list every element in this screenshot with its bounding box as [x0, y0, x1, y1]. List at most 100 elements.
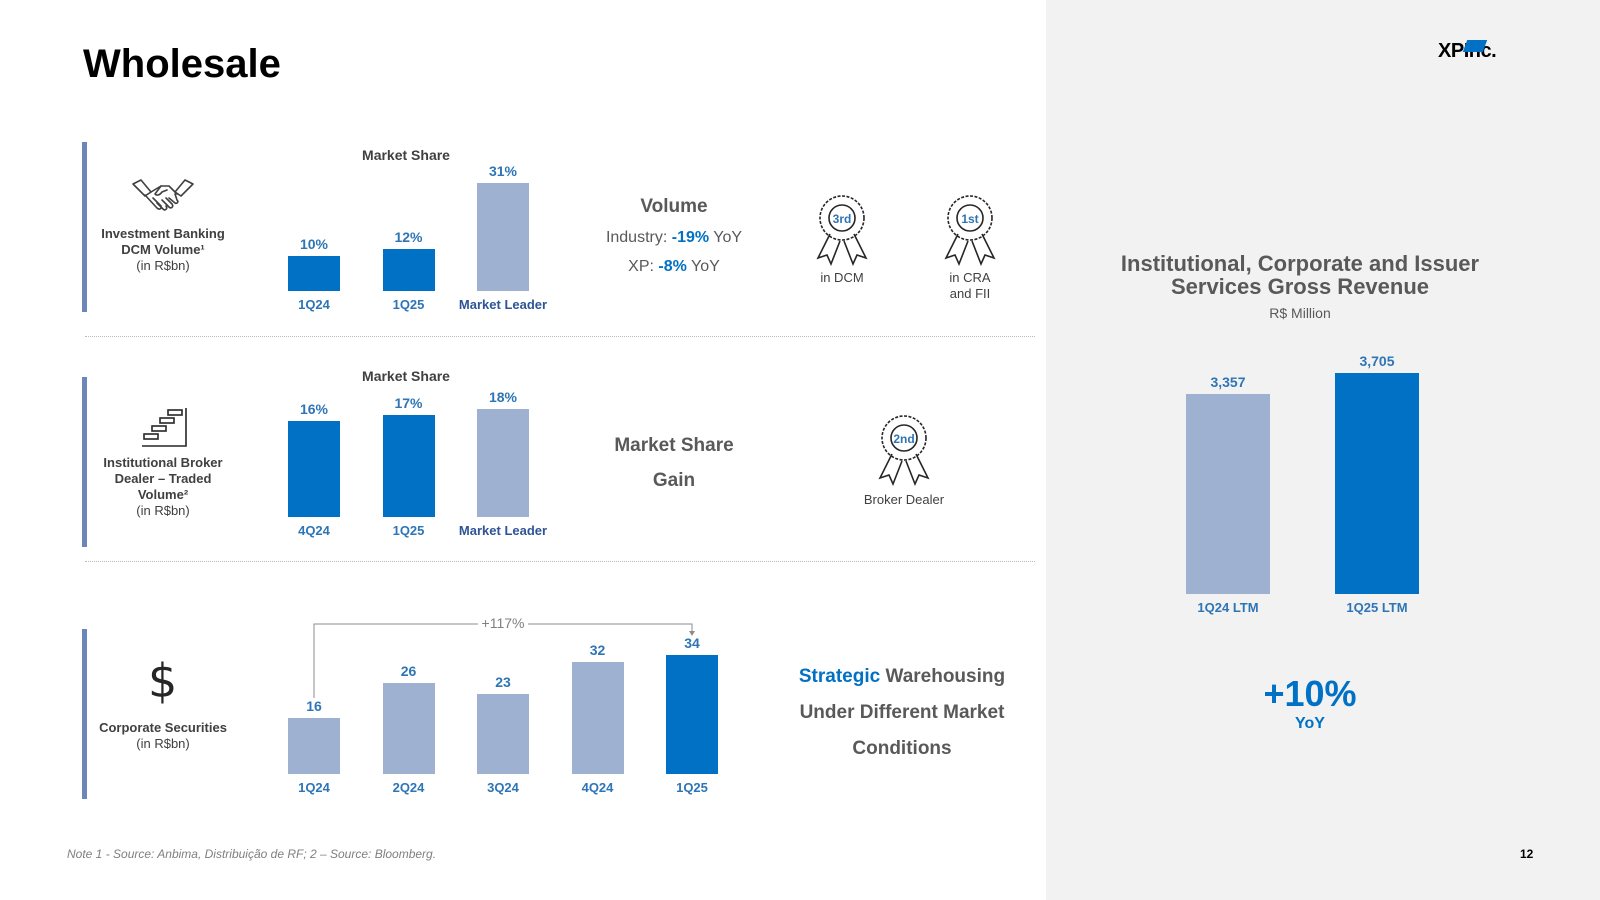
broker-label-line1: Institutional Broker	[103, 455, 223, 470]
ib-xp-line: XP: -8% YoY	[574, 258, 774, 276]
ib-xp-suffix: YoY	[691, 258, 720, 275]
growth-label: +117%	[481, 615, 525, 631]
section-accent-ib	[82, 142, 87, 312]
broker-award-label: Broker Dealer	[863, 492, 945, 507]
chart-bar	[1186, 393, 1270, 594]
chart-bar	[382, 249, 435, 291]
category-label: 3Q24	[487, 780, 519, 795]
page-title: Wholesale	[83, 42, 281, 86]
right-panel	[1046, 0, 1600, 900]
bar-value-label: 23	[495, 673, 511, 690]
growth-bracket	[313, 623, 695, 698]
chart-bar	[477, 409, 529, 517]
ib-award2-label-line2: and FII	[949, 286, 991, 301]
category-label: Market Leader	[458, 297, 548, 312]
category-label: 4Q24	[298, 523, 330, 538]
logo-bar-icon	[1462, 40, 1487, 52]
broker-row-label: Institutional Broker Dealer – Traded Vol…	[83, 455, 243, 519]
ib-industry-label: Industry:	[605, 229, 668, 246]
ib-xp-label: XP:	[628, 258, 654, 275]
broker-label-line3: Volume²	[137, 487, 189, 502]
bar-value-label: 26	[400, 663, 417, 679]
handshake-icon	[132, 179, 194, 211]
securities-mid-highlight: Strategic	[798, 666, 881, 687]
xp-logo: XPInc.	[1438, 40, 1497, 63]
award-ribbon-icon: 1st	[944, 195, 996, 266]
ib-award1-label: in DCM	[820, 270, 864, 285]
category-label: 1Q25	[392, 523, 425, 538]
chart-bar	[382, 683, 435, 774]
section-accent-broker	[82, 377, 87, 547]
securities-label-line1: Corporate Securities	[99, 720, 227, 735]
bar-value-label: 31%	[488, 163, 518, 179]
logo-left: XP	[1438, 40, 1464, 62]
bar-value-label: 18%	[488, 389, 518, 405]
chart-bar	[571, 662, 624, 774]
chart-bar	[288, 256, 340, 291]
category-label: 1Q25 LTM	[1346, 600, 1408, 615]
revenue-subtitle: R$ Million	[1269, 305, 1331, 321]
category-label: 1Q24 LTM	[1197, 600, 1259, 615]
category-label: 2Q24	[392, 780, 425, 795]
chart-bar	[477, 183, 529, 291]
bar-value-label: 16	[306, 698, 322, 714]
page-number: 12	[1520, 847, 1534, 861]
ib-label-line1: Investment Banking	[101, 226, 225, 241]
category-label: 4Q24	[581, 780, 614, 795]
section-accent-securities	[82, 629, 87, 799]
ib-industry-line: Industry: -19% YoY	[574, 229, 774, 247]
ib-chart-title: Market Share	[362, 147, 450, 163]
ib-row-label: Investment Banking DCM Volume¹ (in R$bn)	[83, 226, 243, 274]
row-separator	[85, 561, 1035, 562]
category-label: 1Q24	[298, 297, 330, 312]
chart-bar	[1335, 373, 1419, 594]
broker-award-rank: 2nd	[893, 432, 914, 446]
broker-chart-title: Market Share	[362, 368, 450, 384]
bar-value-label: 16%	[299, 401, 329, 417]
bar-value-label: 3,705	[1359, 353, 1395, 369]
footnote: Note 1 - Source: Anbima, Distribuição de…	[67, 847, 437, 861]
ib-award2-label-line1: in CRA	[949, 270, 991, 285]
chart-bar	[288, 421, 340, 517]
category-label: 1Q25	[392, 297, 425, 312]
ib-award2-rank: 1st	[961, 212, 978, 226]
award-ribbon-icon: 2nd	[878, 415, 930, 486]
broker-mid-line1: Market Share	[614, 435, 734, 456]
category-label: 1Q25	[676, 780, 708, 795]
award-ribbon-icon: 3rd	[816, 195, 868, 266]
securities-mid-line1: Strategic Warehousing	[772, 666, 1032, 688]
broker-label-line2: Dealer – Traded	[114, 471, 212, 486]
chart-bar	[288, 718, 340, 774]
bar-value-label: 10%	[299, 236, 329, 253]
revenue-title-line1: Institutional, Corporate and Issuer	[1120, 251, 1480, 276]
row-separator	[85, 336, 1035, 337]
chart-bar	[666, 655, 718, 774]
securities-mid-line1-rest: Warehousing	[885, 666, 1006, 687]
ib-label-unit: (in R$bn)	[136, 258, 190, 273]
ib-volume-title: Volume	[640, 196, 708, 217]
chart-bar	[477, 693, 529, 774]
category-label: Market Leader	[458, 523, 548, 538]
broker-label-unit: (in R$bn)	[136, 503, 190, 518]
chart-bar	[382, 415, 435, 517]
bar-value-label: 12%	[394, 229, 423, 246]
broker-mid-line2: Gain	[652, 470, 696, 491]
revenue-growth: +10%	[1263, 673, 1357, 714]
bar-value-label: 17%	[394, 395, 423, 411]
revenue-title-line2: Services Gross Revenue	[1170, 274, 1430, 299]
ib-industry-value: -19%	[671, 229, 710, 246]
ib-xp-value: -8%	[658, 258, 687, 275]
securities-label-unit: (in R$bn)	[136, 736, 190, 751]
revenue-growth-label: YoY	[1295, 715, 1325, 732]
bar-value-label: 3,357	[1210, 373, 1246, 390]
securities-mid-line3: Conditions	[852, 738, 952, 759]
securities-row-label: Corporate Securities (in R$bn)	[83, 720, 243, 752]
ib-industry-suffix: YoY	[713, 229, 743, 246]
stairs-chart-icon	[142, 408, 187, 447]
bar-value-label: 34	[684, 635, 700, 651]
ib-award2-label: in CRA and FII	[910, 270, 1030, 302]
category-label: 1Q24	[298, 780, 330, 795]
bar-value-label: 32	[589, 642, 606, 658]
securities-mid-line2: Under Different Market	[799, 702, 1005, 723]
ib-award1-rank: 3rd	[833, 212, 852, 226]
